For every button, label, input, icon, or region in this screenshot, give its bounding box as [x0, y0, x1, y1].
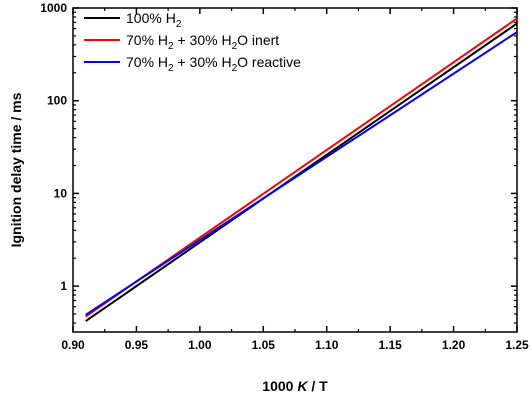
- x-tick-label: 1.20: [442, 338, 466, 352]
- ticks-layer: 0.90 0.95 1.00 1.05 1.10 1.15 1.20 1.25 1 10 100 10…: [40, 1, 529, 352]
- series-line: [85, 31, 518, 316]
- x-tick-label: 1.10: [315, 338, 339, 352]
- x-tick-label: 1.25: [505, 338, 529, 352]
- x-axis-title: 1000 K / T: [262, 378, 328, 394]
- y-tick-label: 100: [47, 94, 67, 108]
- x-tick-label: 1.15: [378, 338, 402, 352]
- legend-label: 70% H2 + 30% H2O inert: [126, 32, 279, 52]
- y-tick-label: 1000: [40, 1, 67, 15]
- x-tick-label: 0.90: [61, 338, 85, 352]
- series-layer: [85, 17, 518, 322]
- legend-label: 70% H2 + 30% H2O reactive: [126, 54, 301, 74]
- y-axis-title: Ignition delay time / ms: [8, 92, 24, 247]
- x-tick-label: 1.05: [252, 338, 276, 352]
- x-tick-label: 0.95: [125, 338, 149, 352]
- y-tick-label: 10: [54, 186, 68, 200]
- x-tick-label: 1.00: [188, 338, 212, 352]
- legend-label: 100% H2: [126, 10, 182, 30]
- y-tick-label: 1: [60, 279, 67, 293]
